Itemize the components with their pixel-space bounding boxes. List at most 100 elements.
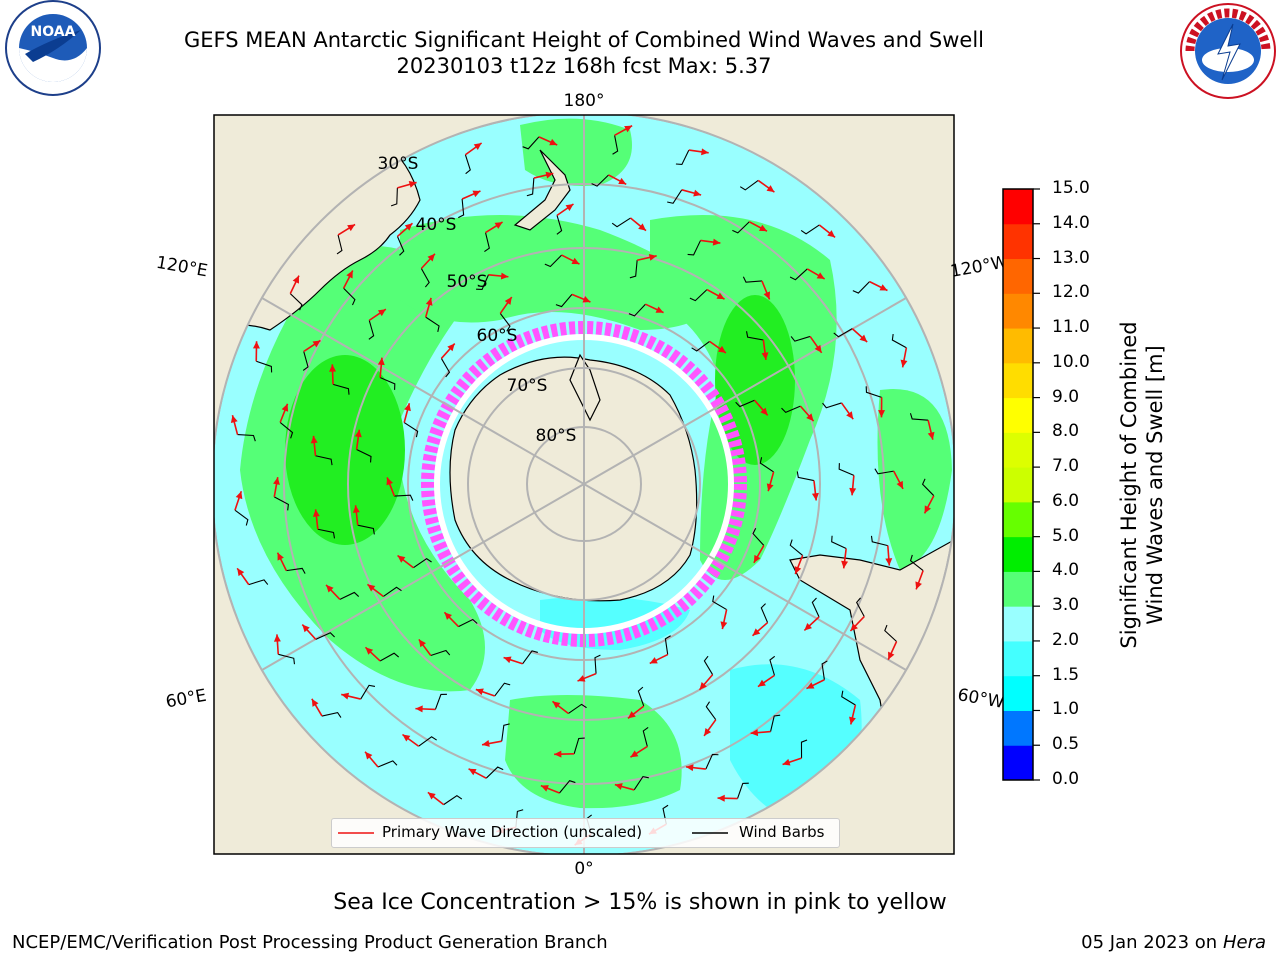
- wave-direction-arrowhead: [377, 357, 385, 366]
- wind-barb: [790, 335, 811, 342]
- colorbar-segment: [1003, 710, 1033, 746]
- wind-barb: [321, 711, 342, 718]
- wave-direction-arrowhead: [816, 272, 825, 279]
- wave-direction-arrowhead: [630, 750, 639, 758]
- wind-barb: [687, 240, 702, 256]
- wind-barb: [522, 650, 538, 665]
- wind-barb: [555, 294, 573, 308]
- wave-direction-arrowhead: [850, 623, 858, 631]
- colorbar-segment: [1003, 640, 1033, 677]
- chart-title: GEFS MEAN Antarctic Significant Height o…: [183, 28, 985, 52]
- wind-barb: [403, 422, 419, 438]
- wind-barb: [870, 535, 888, 547]
- colorbar-tick-label: 1.0: [1052, 699, 1080, 720]
- wind-barb: [544, 254, 562, 268]
- wave-direction-arrowhead: [846, 411, 854, 420]
- wave-direction-arrowhead: [704, 728, 712, 736]
- wind-barb: [434, 693, 447, 710]
- wave-direction-arrowhead: [540, 785, 549, 792]
- wave-zone-top: [520, 118, 632, 186]
- wind-barb: [865, 386, 882, 398]
- wind-barb: [611, 217, 631, 228]
- wind-barb: [732, 221, 750, 234]
- wind-barb: [664, 635, 671, 655]
- wind-barb: [705, 701, 717, 720]
- wave-direction-arrowhead: [859, 334, 868, 342]
- wave-direction-arrowhead: [468, 768, 477, 776]
- colorbar-tick-label: 15.0: [1052, 178, 1090, 198]
- colorbar-tick-label: 10.0: [1052, 351, 1090, 372]
- lat-label-30s: 30°S: [378, 154, 419, 174]
- map-legend: Primary Wave Direction (unscaled) Wind B…: [331, 818, 840, 848]
- wave-direction-arrowhead: [720, 621, 728, 630]
- wave-direction-arrowhead: [365, 647, 374, 655]
- wind-barb: [383, 586, 402, 597]
- wind-barbs-legend-label: Wind Barbs: [739, 823, 825, 841]
- lon-label-60e: 60°E: [164, 686, 208, 713]
- wind-barb: [642, 727, 649, 747]
- wave-direction-arrowhead: [472, 190, 481, 198]
- wind-barb: [256, 360, 273, 373]
- wave-direction-arrowhead: [415, 705, 423, 713]
- wave-direction-arrowhead: [273, 477, 280, 485]
- credit-machine: Hera: [1222, 932, 1266, 953]
- wind-barb: [289, 293, 303, 311]
- wind-barb: [357, 524, 375, 535]
- wave-direction-arrowhead: [302, 624, 310, 633]
- colorbar-segment: [1003, 328, 1033, 364]
- wind-barb: [838, 463, 855, 476]
- wind-barb: [568, 703, 587, 714]
- wave-direction-arrowhead: [310, 435, 318, 444]
- wave-direction-arrowhead: [624, 125, 633, 133]
- lon-label-180: 180°: [564, 91, 605, 111]
- wind-barb: [476, 274, 489, 290]
- wind-barb: [559, 780, 576, 794]
- wave-direction-arrowhead: [397, 555, 406, 563]
- wind-barb: [248, 579, 269, 586]
- wind-barb: [874, 468, 894, 475]
- wave-direction-arrowhead: [582, 296, 591, 303]
- colorbar-tick-label: 9.0: [1052, 386, 1080, 407]
- wave-direction-arrowhead: [900, 359, 908, 368]
- wind-barb: [591, 174, 609, 187]
- wind-barb: [390, 187, 398, 207]
- wave-direction-arrowhead: [717, 345, 726, 353]
- wind-barb: [317, 528, 336, 539]
- colorbar-segment: [1003, 223, 1033, 260]
- lat-label-60s: 60°S: [477, 326, 518, 346]
- wind-barb: [633, 775, 649, 791]
- wind-barb: [278, 653, 296, 665]
- credit-right: 05 Jan 2023 on Hera: [1081, 932, 1266, 953]
- colorbar-segment: [1003, 258, 1033, 294]
- wind-barb: [302, 351, 309, 371]
- noaa-logo: NOAA: [5, 0, 101, 96]
- wave-direction-arrowhead: [500, 272, 509, 280]
- wind-barb: [430, 649, 451, 657]
- wave-direction-arrowhead: [347, 224, 356, 232]
- wave-direction-arrowhead: [804, 623, 812, 631]
- wave-direction-arrowhead: [693, 189, 702, 197]
- wind-barbs-legend-line: [692, 832, 728, 834]
- wind-barb: [737, 782, 749, 799]
- wave-direction-arrowhead: [752, 628, 761, 636]
- wind-barb: [742, 276, 762, 283]
- wind-barb: [921, 478, 935, 497]
- wind-barb: [396, 236, 405, 256]
- wave-direction-arrowhead: [806, 413, 814, 422]
- wave-direction-arrowhead: [849, 716, 856, 725]
- wave-direction-arrowhead: [896, 480, 904, 489]
- wave-direction-arrowhead: [549, 138, 558, 146]
- colorbar-label-line1: Significant Height of Combined: [1117, 321, 1141, 649]
- colorbar-tick-label: 3.0: [1052, 595, 1080, 616]
- wind-barb: [360, 684, 376, 700]
- wind-barb: [464, 154, 471, 175]
- wind-barb: [315, 632, 335, 640]
- wave-direction-arrowhead: [447, 343, 455, 352]
- wind-barb: [343, 287, 356, 306]
- wave-direction-arrowhead: [418, 639, 426, 648]
- wave-direction-arrowhead: [311, 698, 319, 707]
- wave-direction-arrowhead: [425, 297, 433, 306]
- wave-zone-south: [505, 695, 682, 809]
- wave-direction-arrowhead: [404, 403, 411, 412]
- wave-direction-arrowhead: [494, 222, 503, 229]
